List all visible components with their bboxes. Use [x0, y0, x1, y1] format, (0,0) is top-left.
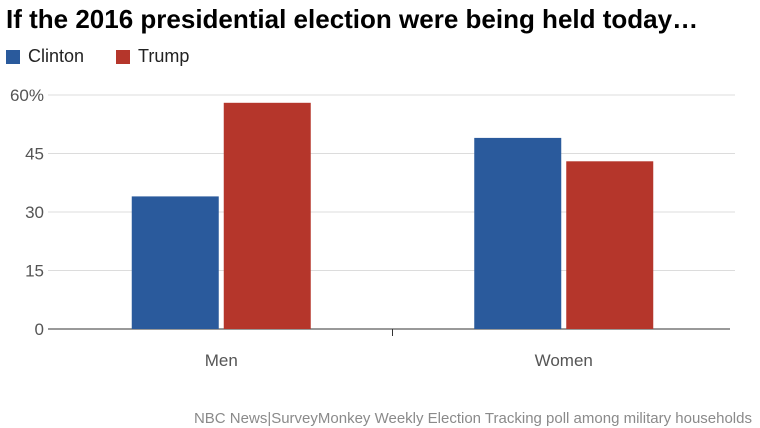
bar-clinton-women — [474, 137, 562, 329]
legend-label-trump: Trump — [138, 46, 190, 66]
legend: Clinton Trump — [6, 46, 221, 67]
bar-trump-women — [566, 161, 654, 329]
y-tick-label: 15 — [25, 262, 44, 281]
y-tick-label: 60% — [10, 86, 44, 105]
legend-swatch-trump — [116, 49, 131, 64]
legend-swatch-clinton — [6, 49, 20, 64]
y-tick-label: 45 — [25, 145, 44, 164]
chart-title: If the 2016 presidential election were b… — [6, 4, 699, 34]
legend-item-trump: Trump — [116, 46, 189, 67]
bar-clinton-men — [131, 196, 219, 329]
legend-item-clinton: Clinton — [6, 46, 84, 67]
y-tick-label: 30 — [25, 203, 44, 222]
source-note: NBC News|SurveyMonkey Weekly Election Tr… — [193, 410, 752, 427]
y-tick-label: 0 — [35, 320, 44, 339]
bar-trump-men — [223, 102, 311, 329]
x-tick-label: Men — [205, 351, 238, 370]
legend-label-clinton: Clinton — [28, 46, 85, 66]
x-tick-label: Women — [535, 351, 593, 370]
